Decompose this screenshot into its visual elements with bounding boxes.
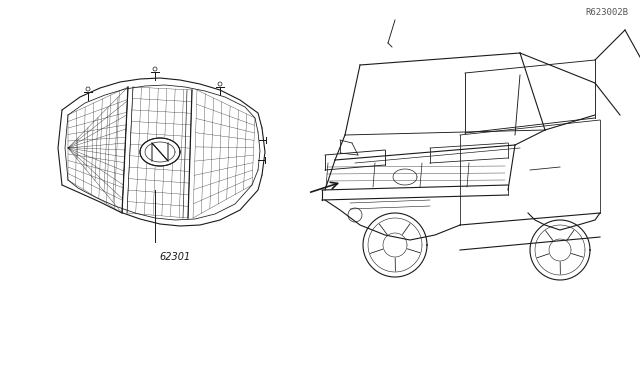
Text: 62301: 62301: [159, 252, 191, 262]
Text: R623002B: R623002B: [585, 8, 628, 17]
Ellipse shape: [140, 138, 180, 166]
